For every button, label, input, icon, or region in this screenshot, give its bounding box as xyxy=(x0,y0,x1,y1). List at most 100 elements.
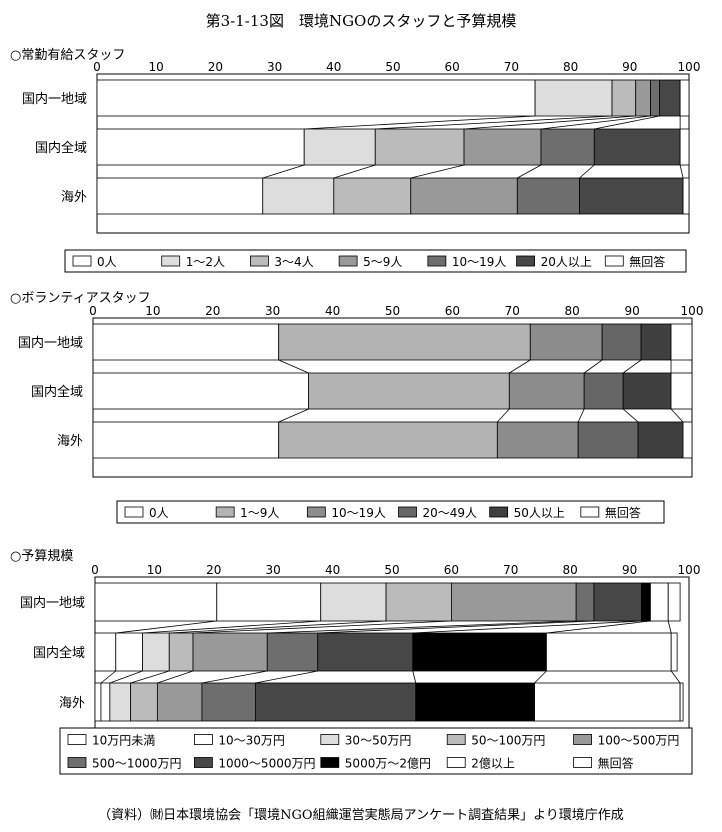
category-label: 国内一地域 xyxy=(20,595,85,611)
x-tick-label: 0 xyxy=(93,60,101,74)
legend-swatch xyxy=(580,506,600,518)
bar-segment xyxy=(682,421,693,459)
x-tick-label: 20 xyxy=(208,60,223,74)
bar-segment xyxy=(374,128,465,166)
legend-label: 10～19人 xyxy=(452,255,507,269)
bar-segment xyxy=(303,128,376,166)
x-tick-label: 20 xyxy=(205,304,220,318)
connector-line xyxy=(464,115,636,130)
bar-segment xyxy=(516,177,580,215)
bar-segment xyxy=(92,323,280,361)
x-tick-label: 10 xyxy=(149,60,164,74)
bar-segment xyxy=(534,682,681,722)
bar-segment xyxy=(575,582,595,622)
bar-segment xyxy=(142,632,170,672)
connector-line xyxy=(667,620,672,634)
x-tick-label: 100 xyxy=(681,304,704,318)
legend-label: 0人 xyxy=(149,506,169,520)
x-tick-label: 50 xyxy=(384,563,399,577)
legend-label: 1～2人 xyxy=(186,255,225,269)
x-tick-labels: 0 10 20 30 40 50 60 70 80 90 100 xyxy=(93,60,700,74)
source-note: （資料）㈶日本環境協会「環境NGO組織運営実態局アンケート調査結果」より環境庁作… xyxy=(98,808,624,823)
x-tick-label: 90 xyxy=(622,60,637,74)
legend-label: 0人 xyxy=(97,255,117,269)
x-tick-labels: 0 10 20 30 40 50 60 70 80 90 100 xyxy=(89,304,703,318)
x-tick-label: 40 xyxy=(325,304,340,318)
bar-segment xyxy=(670,323,693,361)
bar-segment xyxy=(412,632,547,672)
x-tick-label: 70 xyxy=(503,563,518,577)
x-tick-label: 0 xyxy=(91,563,99,577)
bar-segment xyxy=(317,632,414,672)
bar-segment xyxy=(94,682,102,722)
legend-swatch xyxy=(250,255,269,267)
legend-label: 2億以上 xyxy=(471,757,515,771)
connector-line xyxy=(579,164,595,179)
legend-label: 3～4人 xyxy=(274,255,313,269)
x-tick-label: 80 xyxy=(563,563,578,577)
connector-line xyxy=(130,670,170,684)
connector-line xyxy=(267,620,577,634)
bar-segment xyxy=(534,79,613,117)
figure-title: 第3-1-13図 環境NGOのスタッフと予算規模 xyxy=(205,12,517,30)
bar-segment xyxy=(540,128,595,166)
legend-frame xyxy=(116,500,665,524)
legend-label: 無回答 xyxy=(629,254,665,269)
x-tick-label: 40 xyxy=(325,563,340,577)
x-tick-label: 80 xyxy=(565,304,580,318)
connector-line xyxy=(670,408,684,423)
x-tick-label: 90 xyxy=(624,304,639,318)
connector-line xyxy=(497,408,510,423)
x-tick-label: 60 xyxy=(444,563,459,577)
category-label: 国内一地域 xyxy=(18,335,83,351)
connector-line xyxy=(583,359,603,374)
legend-swatch xyxy=(193,757,213,768)
connector-line xyxy=(192,620,452,634)
legend-swatch xyxy=(446,757,466,768)
legend-label: 20人以上 xyxy=(541,255,592,269)
x-tick-label: 100 xyxy=(678,60,701,74)
legend: 0人 1～2人 3～4人 5～9人 10～19人 20人以上 無回答 xyxy=(64,249,687,273)
connector-line xyxy=(410,164,465,179)
connector-line xyxy=(255,670,318,684)
connector-line xyxy=(304,115,536,130)
bar-segment xyxy=(278,323,531,361)
bar-segment xyxy=(109,682,132,722)
bar-segment xyxy=(192,632,268,672)
connector-line xyxy=(594,115,660,130)
legend-swatch xyxy=(67,734,87,745)
legend-frame xyxy=(64,249,687,273)
bar-segment xyxy=(529,323,603,361)
connector-line xyxy=(142,620,321,634)
bar-segment xyxy=(637,421,684,459)
bar-segment xyxy=(546,632,672,672)
bar-segment xyxy=(650,79,660,117)
legend-label: 5～9人 xyxy=(363,255,402,269)
x-tick-label: 10 xyxy=(147,563,162,577)
legend-label: 500～1000万円 xyxy=(92,757,181,771)
connector-line xyxy=(109,670,143,684)
connector-lines xyxy=(262,115,684,179)
bar-segment xyxy=(593,128,681,166)
bar-segment xyxy=(254,682,417,722)
chart2-title: ○ボランティアスタッフ xyxy=(10,291,151,306)
bar-segment xyxy=(96,177,264,215)
bar-segment xyxy=(670,372,693,410)
legend-swatch xyxy=(338,255,358,267)
legend-swatch xyxy=(320,734,340,745)
legend-swatch xyxy=(489,506,509,518)
connector-line xyxy=(201,670,268,684)
bar-segment xyxy=(130,682,158,722)
legend-label: 10～30万円 xyxy=(218,734,285,748)
legend-swatch xyxy=(215,506,235,518)
x-tick-label: 50 xyxy=(385,304,400,318)
connector-line xyxy=(317,620,594,634)
connector-line xyxy=(534,670,547,684)
connector-line xyxy=(546,620,651,634)
x-tick-labels: 0 10 20 30 40 50 60 70 80 90 100 xyxy=(91,563,700,577)
legend-swatch xyxy=(398,506,417,518)
bar-segment xyxy=(415,682,535,722)
legend-label: 1000～5000万円 xyxy=(218,757,315,771)
